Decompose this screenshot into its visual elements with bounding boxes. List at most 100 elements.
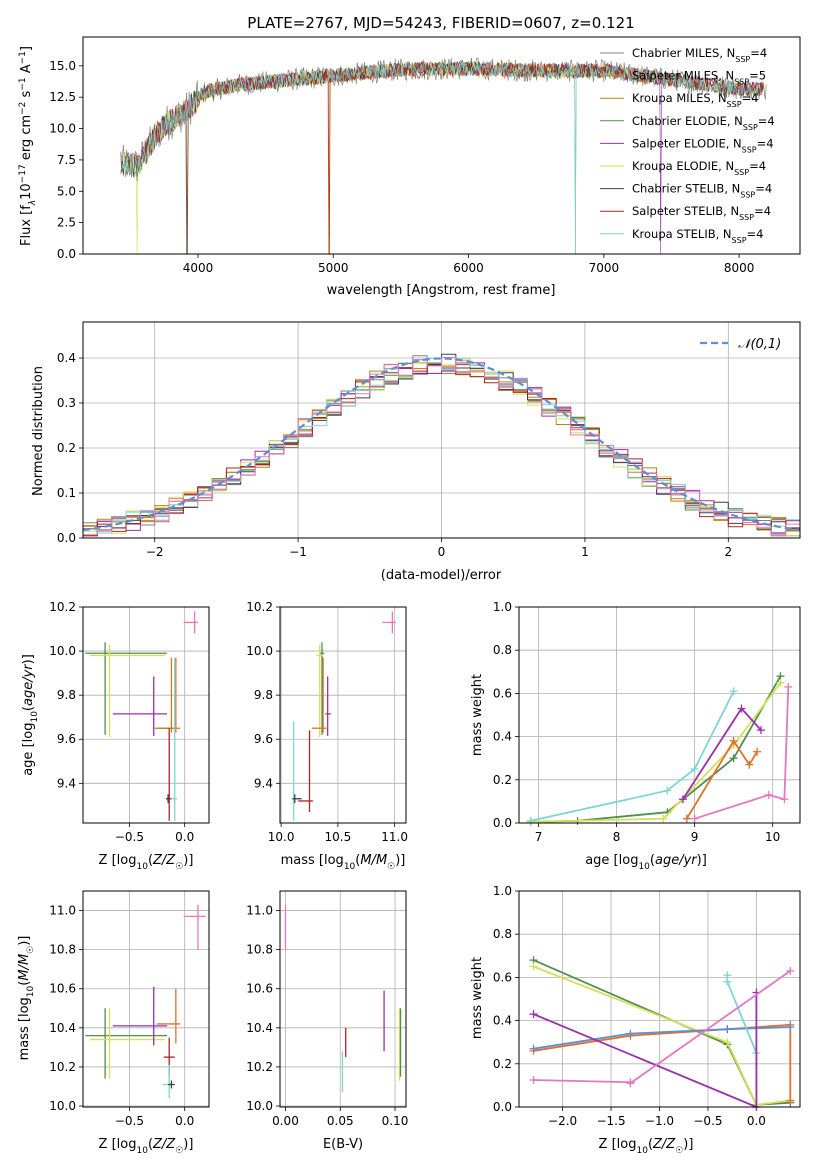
error-bar-point <box>325 676 332 736</box>
weight-marker <box>780 795 789 804</box>
x-tick-label: 0.0 <box>175 1114 194 1128</box>
weight-vs-Z-ylabel: mass weight <box>470 957 485 1039</box>
weight-marker <box>529 962 538 971</box>
weight-series-line <box>533 1026 791 1050</box>
error-bar-point <box>291 721 300 821</box>
legend-entry: 𝒩(0,1) <box>738 337 781 352</box>
x-tick-label: 2 <box>724 545 732 559</box>
legend-entry: Kroupa STELIB, NSSP=4 <box>632 227 763 245</box>
error-bar-point <box>112 676 167 736</box>
weight-marker <box>529 1010 538 1019</box>
x-tick-label: 0.00 <box>272 1114 299 1128</box>
x-tick-label: 7 <box>535 830 543 844</box>
y-tick-label: 0.0 <box>57 247 76 261</box>
y-tick-label: 0.0 <box>57 531 76 545</box>
weight-marker <box>690 814 699 823</box>
error-bar-point <box>183 904 206 950</box>
axes-frame <box>518 890 801 1108</box>
svg-text:Z [log10(Z/Z☉)]: Z [log10(Z/Z☉)] <box>599 1137 694 1156</box>
histogram-step-line <box>83 356 800 537</box>
x-tick-label: 0.10 <box>382 1114 409 1128</box>
x-tick-label: 9 <box>691 830 699 844</box>
weight-marker <box>745 760 754 769</box>
error-bar-point <box>157 988 181 1044</box>
weight-marker <box>784 682 793 691</box>
svg-text:mass [log10(M/M☉)]: mass [log10(M/M☉)] <box>17 936 36 1061</box>
weight-marker <box>723 1038 732 1047</box>
y-tick-label: 10.4 <box>49 1021 76 1035</box>
x-tick-label: 8 <box>613 830 621 844</box>
weight-vs-age-plot: 7 8 9 10 0.0 0.2 0.4 0.6 0.8 1.0 <box>493 600 801 844</box>
spectrum-ylabel: Flux [fλ10−17 erg cm−2 s−1 A−1] <box>18 46 38 246</box>
x-tick-label: 8000 <box>724 261 755 275</box>
legend-entry: Salpeter ELODIE, NSSP=4 <box>632 136 774 154</box>
y-tick-label: 9.6 <box>254 732 273 746</box>
y-tick-label: 10.2 <box>49 600 76 614</box>
y-tick-label: 2.5 <box>57 216 76 230</box>
mass-vs-ebv-plot: 0.00 0.05 0.10 10.0 10.2 10.4 10.6 10.8 11.0 <box>246 890 409 1128</box>
weight-marker <box>729 687 738 696</box>
weight-vs-age-ylabel: mass weight <box>470 674 485 756</box>
y-tick-label: 10.6 <box>246 982 273 996</box>
weight-series-line <box>533 965 791 1106</box>
weight-vs-Z-plot: −2.0 −1.5 −1.0 −0.5 0.0 0.0 0.2 0.4 0.6 0.8 1.0 <box>493 884 801 1128</box>
y-tick-label: 10.0 <box>49 122 76 136</box>
spectrum-plot: 4000 5000 6000 7000 8000 0.0 2.5 5.0 7.5 10.0 12.5… <box>49 36 801 275</box>
y-tick-label: 11.0 <box>49 904 76 918</box>
y-tick-label: 0.6 <box>493 970 512 984</box>
y-tick-label: 0.4 <box>493 730 512 744</box>
y-tick-label: 10.0 <box>246 1099 273 1113</box>
y-tick-label: 0.6 <box>493 686 512 700</box>
residual-xlabel: (data-model)/error <box>381 568 502 583</box>
weight-vs-age-xlabel: age [log10(age/yr)] <box>585 853 707 872</box>
y-tick-label: 15.0 <box>49 59 76 73</box>
x-tick-label: 7000 <box>589 261 620 275</box>
error-bar-point <box>89 644 165 738</box>
error-bar-point <box>319 642 325 735</box>
x-tick-label: 0.05 <box>327 1114 354 1128</box>
error-bar-point <box>112 986 167 1046</box>
y-tick-label: 0.0 <box>493 1100 512 1114</box>
y-tick-label: 0.4 <box>493 1014 512 1028</box>
spectrum-title: PLATE=2767, MJD=54243, FIBERID=0607, z=0… <box>247 14 634 32</box>
x-tick-label: 0.0 <box>747 1114 766 1128</box>
weight-marker <box>729 736 738 745</box>
age-vs-mass-plot: 10.0 10.5 11.0 9.4 9.6 9.8 10.0 10.2 <box>246 600 408 844</box>
x-tick-label: 10 <box>765 830 780 844</box>
y-tick-label: 7.5 <box>57 153 76 167</box>
legend-entry: Chabrier ELODIE, NSSP=4 <box>632 114 775 132</box>
residual-ylabel: Normed distribution <box>31 366 46 496</box>
legend-entry: Salpeter STELIB, NSSP=4 <box>632 204 771 222</box>
weight-marker <box>663 786 672 795</box>
weight-marker <box>756 726 765 735</box>
y-tick-label: 10.8 <box>49 943 76 957</box>
y-tick-label: 10.0 <box>246 644 273 658</box>
error-bar-point <box>316 644 324 738</box>
x-tick-label: 0.0 <box>175 830 194 844</box>
spectrum-series-line <box>120 60 764 254</box>
y-tick-label: 10.4 <box>246 1021 273 1035</box>
weight-marker <box>753 747 762 756</box>
axes-frame <box>82 606 210 824</box>
age-vs-mass-xlabel: mass [log10(M/M☉)] <box>281 853 406 872</box>
y-tick-label: 0.2 <box>493 1057 512 1071</box>
weight-marker <box>786 1096 795 1105</box>
error-bar-point <box>168 1080 175 1089</box>
error-bar-point <box>311 657 327 733</box>
axes-frame <box>82 321 801 539</box>
y-tick-label: 0.8 <box>493 643 512 657</box>
weight-marker <box>729 754 738 763</box>
error-bar-point <box>85 642 167 735</box>
weight-series-line <box>533 1023 792 1101</box>
y-tick-label: 9.4 <box>57 776 76 790</box>
weight-marker <box>786 966 795 975</box>
svg-text:age [log10(age/yr)]: age [log10(age/yr)] <box>585 853 707 872</box>
y-tick-label: 10.0 <box>49 644 76 658</box>
weight-series-line <box>694 686 790 820</box>
y-tick-label: 0.8 <box>493 927 512 941</box>
y-tick-label: 10.0 <box>49 1099 76 1113</box>
weight-marker <box>786 1023 795 1032</box>
y-tick-label: 9.6 <box>57 732 76 746</box>
legend-entry: Kroupa ELODIE, NSSP=4 <box>632 159 766 177</box>
x-tick-label: 11.0 <box>381 830 408 844</box>
